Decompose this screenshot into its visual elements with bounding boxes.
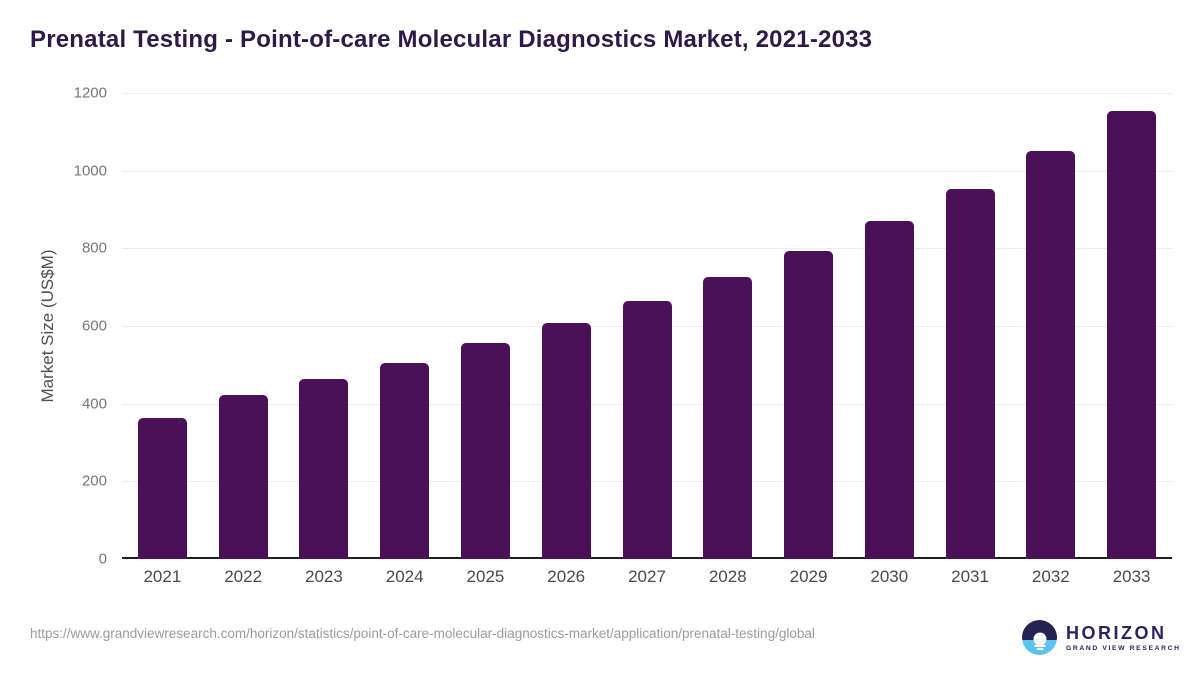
x-tick-label: 2027 xyxy=(628,567,666,586)
gridline xyxy=(122,170,1172,172)
gridline xyxy=(122,248,1172,250)
x-tick-label: 2033 xyxy=(1112,567,1151,586)
logo-text-block: HORIZON GRAND VIEW RESEARCH xyxy=(1066,622,1181,652)
x-axis-tick-labels: 2021 2022 2023 2024 2025 2026 2027 2028 2029 2030… xyxy=(122,567,1172,591)
y-tick-label: 1000 xyxy=(73,162,107,180)
horizon-logo: HORIZON GRAND VIEW RESEARCH xyxy=(1022,620,1181,655)
bar-2029 xyxy=(784,250,834,559)
x-tick-label: 2026 xyxy=(547,567,586,586)
y-tick-label: 400 xyxy=(81,395,107,413)
footer-source-url: https://www.grandviewresearch.com/horizo… xyxy=(30,626,815,641)
bar-2027 xyxy=(622,301,672,559)
bar-2032 xyxy=(1026,151,1076,559)
horizon-sunset-icon xyxy=(1022,620,1057,655)
logo-name: HORIZON xyxy=(1066,622,1167,643)
wave-glyph xyxy=(1036,648,1043,650)
bar-2031 xyxy=(945,188,995,559)
x-tick-label: 2021 xyxy=(143,567,182,586)
bar-2023 xyxy=(299,378,349,559)
bar-2024 xyxy=(380,362,430,559)
plot-area xyxy=(122,93,1172,559)
chart-title: Prenatal Testing - Point-of-care Molecul… xyxy=(30,26,873,53)
logo-subtitle: GRAND VIEW RESEARCH xyxy=(1066,644,1181,652)
bar-2033 xyxy=(1107,110,1157,559)
wave-glyph xyxy=(1033,644,1046,647)
x-tick-label: 2030 xyxy=(870,567,909,586)
bar-2022 xyxy=(218,394,268,559)
y-tick-label: 0 xyxy=(98,550,107,568)
y-axis-tick-labels: 0 200 400 600 800 1000 1200 xyxy=(0,85,107,568)
bar-2021 xyxy=(137,417,187,559)
x-tick-label: 2023 xyxy=(305,567,343,586)
x-tick-label: 2032 xyxy=(1031,567,1070,586)
bar-2026 xyxy=(541,323,591,559)
bar-2028 xyxy=(703,277,753,559)
x-tick-label: 2024 xyxy=(385,567,424,586)
y-tick-label: 200 xyxy=(81,472,107,490)
x-tick-label: 2031 xyxy=(951,567,989,586)
x-tick-label: 2022 xyxy=(224,567,263,586)
x-tick-label: 2029 xyxy=(789,567,828,586)
y-tick-label: 800 xyxy=(81,239,107,257)
bar-2030 xyxy=(864,220,914,559)
y-tick-label: 600 xyxy=(81,317,107,335)
y-tick-label: 1200 xyxy=(73,84,107,102)
sun-glyph xyxy=(1033,632,1046,646)
bar-2025 xyxy=(460,343,510,559)
x-tick-label: 2025 xyxy=(466,567,505,586)
x-tick-label: 2028 xyxy=(708,567,747,586)
gridline xyxy=(122,93,1172,94)
